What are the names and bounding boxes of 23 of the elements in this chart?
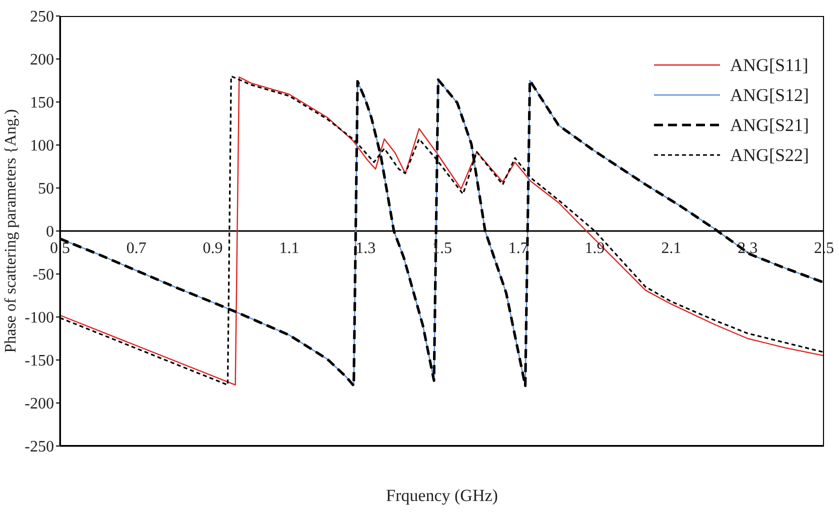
- legend-label: ANG[S22]: [730, 144, 809, 166]
- y-tick-label: 150: [30, 94, 54, 112]
- y-axis-title: Phase of scattering parameters {Ang.): [2, 109, 20, 353]
- legend-label: ANG[S11]: [730, 54, 808, 76]
- legend-label: ANG[S21]: [730, 114, 809, 136]
- x-tick-label: 1.1: [279, 240, 300, 257]
- y-tick-label: -50: [32, 266, 54, 284]
- y-tick-label: -150: [24, 352, 54, 370]
- x-tick-label: 2.1: [661, 240, 682, 257]
- y-tick-label: 200: [30, 52, 54, 69]
- y-tick-label: 100: [30, 138, 54, 155]
- x-tick-label: 0.9: [202, 240, 223, 257]
- y-tick-label: 50: [38, 180, 54, 198]
- y-tick-label: -200: [24, 396, 54, 413]
- x-tick-label: 1.3: [356, 240, 376, 257]
- y-tick-label: -250: [24, 438, 54, 456]
- x-axis-title: Frquency (GHz): [386, 486, 498, 505]
- y-tick-label: -100: [24, 310, 54, 327]
- legend-label: ANG[S12]: [730, 84, 809, 106]
- y-tick-label: 0: [46, 224, 54, 241]
- x-tick-label: 1.9: [584, 240, 605, 257]
- x-tick-label: 0.7: [126, 240, 146, 257]
- y-tick-label: 250: [30, 8, 54, 26]
